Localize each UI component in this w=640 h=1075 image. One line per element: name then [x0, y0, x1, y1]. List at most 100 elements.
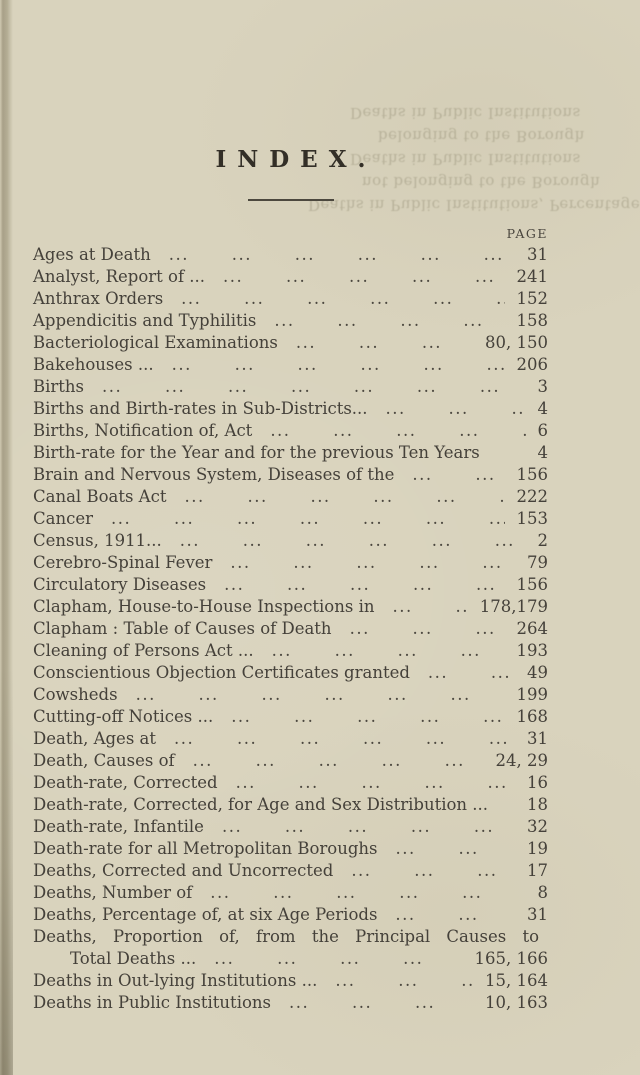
index-entry-row: Census, 1911... ... ... ... ... ... ... .… [33, 530, 548, 552]
index-entry-row: Deaths, Percentage of, at six Age Period… [33, 904, 548, 926]
entry-page-number: 6 [537, 421, 549, 440]
entry-page-number: 156 [516, 465, 549, 484]
entry-page-number: 49 [527, 663, 548, 682]
index-entry-row: Death-rate, Infantile ... ... ... ... ...… [33, 816, 548, 838]
entry-page-number: 199 [516, 685, 549, 704]
index-entry-row: Cleaning of Persons Act ... ... ... ... .… [33, 640, 548, 662]
entry-page-number: 8 [537, 883, 549, 902]
entry-label: Appendicitis and Typhilitis [33, 311, 257, 330]
entry-page-number: 158 [516, 311, 549, 330]
entry-label: Deaths, Percentage of, at six Age Period… [33, 905, 378, 924]
page-spine-edge [0, 0, 13, 1075]
entry-page-number: 31 [527, 245, 548, 264]
entry-label: Death, Causes of [33, 751, 175, 770]
dot-leader: ... ... ... ... ... ... ... ... ... ... … [102, 377, 525, 396]
index-entry-row: Bakehouses ... ... ... ... ... ... ... ..… [33, 354, 548, 376]
index-entry-row: Deaths, Corrected and Uncorrected ... ...… [33, 860, 548, 882]
index-entry-row: Circulatory Diseases ... ... ... ... ... … [33, 574, 548, 596]
index-entry-row: Canal Boats Act ... ... ... ... ... ... .… [33, 486, 548, 508]
entry-label: Deaths in Out-lying Institutions ... [33, 971, 318, 990]
entry-page-number: 31 [527, 729, 548, 748]
entry-page-number: 16 [527, 773, 548, 792]
index-entry-row: Analyst, Report of ... ... ... ... ... ..… [33, 266, 548, 288]
index-entry-row: Appendicitis and Typhilitis ... ... ... .… [33, 310, 548, 332]
dot-leader: ... ... ... ... ... ... ... ... ... ... … [181, 289, 504, 308]
entry-page-number: 32 [527, 817, 548, 836]
entry-page-number: 165, 166 [474, 949, 548, 968]
dot-leader: ... ... ... ... ... ... ... ... ... ... … [174, 729, 515, 748]
entry-page-number: 153 [516, 509, 549, 528]
entry-label: Deaths, Proportion of, from the Principa… [33, 927, 540, 946]
entry-label: Death-rate, Corrected, for Age and Sex D… [33, 795, 489, 814]
entry-label: Bacteriological Examinations [33, 333, 278, 352]
entry-label: Ages at Death [33, 245, 151, 264]
dot-leader: ... ... ... ... ... ... ... ... ... ... … [412, 465, 504, 484]
dot-leader: ... ... ... ... ... ... ... ... ... ... … [214, 949, 462, 968]
entry-label: Birth-rate for the Year and for the prev… [33, 443, 480, 462]
index-entry-row: Deaths in Public Institutions ... ... ...… [33, 992, 548, 1014]
bleedthrough-text: Deaths in Public Institutions, Percentag… [308, 196, 640, 214]
dot-leader: ... ... ... ... ... ... ... ... ... ... … [295, 333, 473, 352]
index-entry-row: Births and Birth-rates in Sub-Districts.… [33, 398, 548, 420]
entry-label: Brain and Nervous System, Diseases of th… [33, 465, 395, 484]
index-entry-row: Deaths in Out-lying Institutions ... ... … [33, 970, 548, 992]
entry-label: Death-rate for all Metropolitan Boroughs [33, 839, 378, 858]
entry-label: Clapham : Table of Causes of Death [33, 619, 332, 638]
index-list: Ages at Death ... ... ... ... ... ... ...… [33, 244, 548, 1014]
dot-leader: ... ... ... ... ... ... ... ... ... ... … [335, 971, 473, 990]
page-title: INDEX. [215, 146, 377, 173]
dot-leader: ... ... ... ... ... ... ... ... ... ... … [395, 905, 515, 924]
index-entry-row: Ages at Death ... ... ... ... ... ... ...… [33, 244, 548, 266]
entry-page-number: 241 [516, 267, 549, 286]
entry-page-number: 178,179 [479, 597, 548, 616]
entry-page-number: 264 [516, 619, 549, 638]
index-entry-row: Brain and Nervous System, Diseases of th… [33, 464, 548, 486]
dot-leader: ... ... ... ... ... ... ... ... ... ... … [271, 641, 505, 660]
dot-leader: ... ... ... ... ... ... ... ... ... ... … [110, 509, 505, 528]
entry-page-number: 2 [537, 531, 549, 550]
entry-label: Total Deaths ... [70, 949, 197, 968]
entry-label: Conscientious Objection Certificates gra… [33, 663, 410, 682]
index-entry-row: Bacteriological Examinations ... ... ... … [33, 332, 548, 354]
dot-leader: ... ... ... ... ... ... ... ... ... ... … [184, 487, 504, 506]
index-entry-row: Death, Causes of ... ... ... ... ... ... … [33, 750, 548, 772]
dot-leader: ... ... ... ... ... ... ... ... ... ... … [224, 575, 504, 594]
entry-label: Cleaning of Persons Act ... [33, 641, 254, 660]
entry-label: Deaths, Corrected and Uncorrected [33, 861, 334, 880]
index-entry-row: Cowsheds ... ... ... ... ... ... ... ... … [33, 684, 548, 706]
dot-leader: ... ... ... ... ... ... ... ... ... ... … [171, 355, 505, 374]
index-entry-row: Death-rate, Corrected ... ... ... ... ...… [33, 772, 548, 794]
entry-page-number: 80, 150 [485, 333, 548, 352]
dot-leader: ... ... ... ... ... ... ... ... ... ... … [231, 707, 504, 726]
entry-label: Death-rate, Infantile [33, 817, 204, 836]
entry-label: Circulatory Diseases [33, 575, 207, 594]
dot-leader: ... ... ... ... ... ... ... ... ... ... … [235, 773, 515, 792]
dot-leader: ... ... ... ... ... ... ... ... ... ... … [385, 399, 526, 418]
entry-label: Cancer [33, 509, 93, 528]
index-entry-row: Clapham : Table of Causes of Death ... ..… [33, 618, 548, 640]
index-entry-row: Deaths, Proportion of, from the Principa… [33, 926, 548, 948]
index-entry-row: Total Deaths ... ... ... ... ... ... ... … [33, 948, 548, 970]
title-divider-rule [248, 199, 334, 201]
entry-label: Births [33, 377, 85, 396]
entry-label: Cowsheds [33, 685, 118, 704]
entry-page-number: 31 [527, 905, 548, 924]
entry-page-number: 3 [537, 377, 549, 396]
index-entry-row: Death-rate for all Metropolitan Boroughs… [33, 838, 548, 860]
entry-label: Deaths in Public Institutions [33, 993, 271, 1012]
dot-leader: ... ... ... ... ... ... ... ... ... ... … [223, 267, 504, 286]
entry-page-number: 15, 164 [485, 971, 548, 990]
entry-page-number: 4 [537, 399, 549, 418]
page-column-header: PAGE [506, 226, 548, 241]
index-entry-row: Anthrax Orders ... ... ... ... ... ... ..… [33, 288, 548, 310]
bleedthrough-text: not belonging to the Borough [362, 173, 601, 191]
index-entry-row: Conscientious Objection Certificates gra… [33, 662, 548, 684]
entry-page-number: 168 [516, 707, 549, 726]
entry-page-number: 193 [516, 641, 549, 660]
entry-label: Census, 1911... [33, 531, 162, 550]
index-entry-row: Birth-rate for the Year and for the prev… [33, 442, 548, 464]
entry-page-number: 152 [516, 289, 549, 308]
dot-leader: ... ... ... ... ... ... ... ... ... ... … [135, 685, 505, 704]
entry-label: Anthrax Orders [33, 289, 164, 308]
